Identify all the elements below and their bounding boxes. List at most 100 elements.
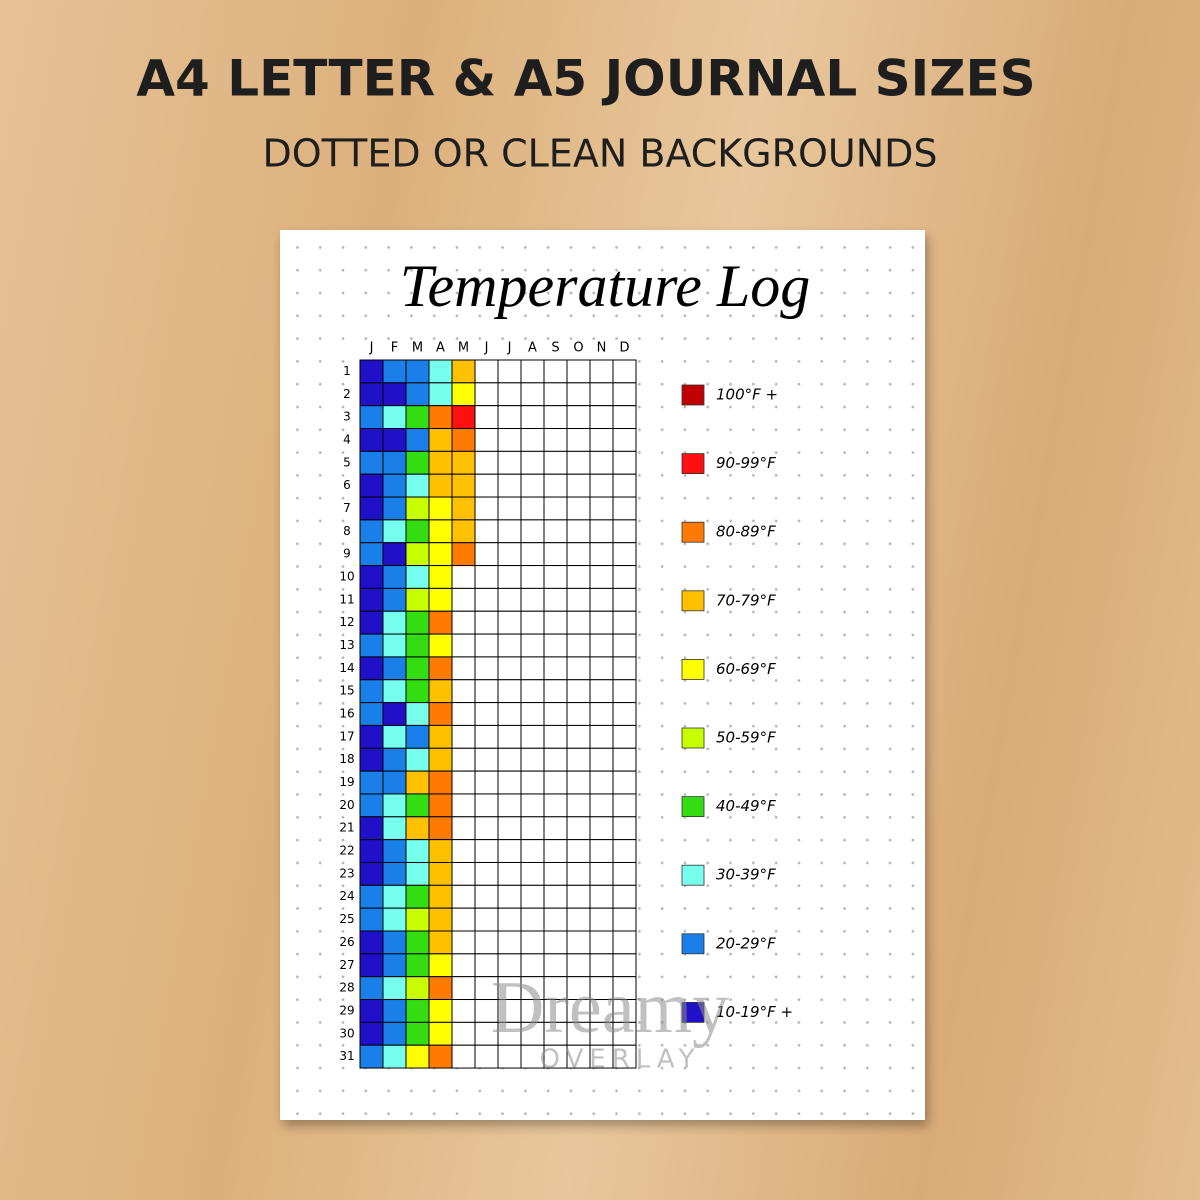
day-label: 28 xyxy=(339,981,354,995)
filled-cell xyxy=(428,976,453,1001)
empty-cell xyxy=(497,382,522,407)
empty-cell xyxy=(612,496,637,521)
empty-cell xyxy=(451,1021,476,1046)
filled-cell xyxy=(405,907,430,932)
empty-cell xyxy=(612,382,637,407)
filled-cell xyxy=(451,359,476,384)
filled-cell xyxy=(359,473,384,498)
filled-cell xyxy=(405,702,430,726)
empty-cell xyxy=(497,656,522,681)
month-label: S xyxy=(551,341,559,356)
month-label: M xyxy=(412,341,423,356)
empty-cell xyxy=(474,382,499,407)
filled-cell xyxy=(359,519,384,544)
filled-cell xyxy=(382,702,407,726)
filled-cell xyxy=(359,382,384,407)
filled-cell xyxy=(405,359,430,384)
empty-cell xyxy=(474,428,499,452)
empty-cell xyxy=(451,565,476,589)
filled-cell xyxy=(382,884,407,909)
filled-cell xyxy=(405,884,430,909)
filled-cell xyxy=(382,724,407,749)
filled-cell xyxy=(359,930,384,955)
day-label: 20 xyxy=(339,798,354,812)
day-label: 8 xyxy=(343,524,351,538)
empty-cell xyxy=(566,587,591,612)
filled-cell xyxy=(382,679,407,704)
filled-cell xyxy=(382,473,407,498)
empty-cell xyxy=(566,359,591,384)
empty-cell xyxy=(497,633,522,658)
empty-cell xyxy=(589,565,614,589)
empty-cell xyxy=(520,610,545,635)
empty-cell xyxy=(474,450,499,475)
empty-cell xyxy=(451,953,476,978)
empty-cell xyxy=(589,747,614,772)
empty-cell xyxy=(589,839,614,863)
month-label: J xyxy=(507,341,512,356)
empty-cell xyxy=(497,747,522,772)
empty-cell xyxy=(451,816,476,841)
empty-cell xyxy=(543,884,568,909)
empty-cell xyxy=(612,884,637,909)
filled-cell xyxy=(428,702,453,726)
empty-cell xyxy=(589,930,614,955)
empty-cell xyxy=(497,793,522,818)
month-label: A xyxy=(528,341,537,356)
empty-cell xyxy=(612,450,637,475)
empty-cell xyxy=(589,519,614,544)
legend-swatch xyxy=(681,590,705,612)
filled-cell xyxy=(382,907,407,932)
empty-cell xyxy=(520,770,545,795)
empty-cell xyxy=(566,679,591,704)
filled-cell xyxy=(382,656,407,681)
filled-cell xyxy=(428,999,453,1023)
empty-cell xyxy=(520,587,545,612)
filled-cell xyxy=(359,565,384,589)
filled-cell xyxy=(428,382,453,407)
filled-cell xyxy=(451,405,476,430)
empty-cell xyxy=(520,793,545,818)
empty-cell xyxy=(474,565,499,589)
filled-cell xyxy=(405,405,430,430)
empty-cell xyxy=(520,907,545,932)
filled-cell xyxy=(405,496,430,521)
empty-cell xyxy=(612,679,637,704)
empty-cell xyxy=(612,861,637,886)
empty-cell xyxy=(543,565,568,589)
filled-cell xyxy=(428,496,453,521)
day-label: 22 xyxy=(339,844,354,858)
legend-label: 70-79°F xyxy=(716,591,776,609)
empty-cell xyxy=(497,587,522,612)
month-label: J xyxy=(484,341,489,356)
empty-cell xyxy=(566,770,591,795)
empty-cell xyxy=(543,496,568,521)
filled-cell xyxy=(382,565,407,589)
empty-cell xyxy=(474,907,499,932)
filled-cell xyxy=(428,724,453,749)
empty-cell xyxy=(520,428,545,452)
filled-cell xyxy=(359,976,384,1001)
filled-cell xyxy=(428,907,453,932)
filled-cell xyxy=(382,861,407,886)
empty-cell xyxy=(520,884,545,909)
empty-cell xyxy=(497,359,522,384)
empty-cell xyxy=(566,747,591,772)
empty-cell xyxy=(612,633,637,658)
day-label: 5 xyxy=(343,455,351,469)
day-label: 23 xyxy=(339,866,354,880)
empty-cell xyxy=(497,428,522,452)
filled-cell xyxy=(405,519,430,544)
empty-cell xyxy=(589,473,614,498)
filled-cell xyxy=(382,587,407,612)
month-label: O xyxy=(573,341,583,356)
filled-cell xyxy=(405,793,430,818)
empty-cell xyxy=(566,724,591,749)
day-label: 7 xyxy=(343,501,351,515)
empty-cell xyxy=(451,884,476,909)
filled-cell xyxy=(359,656,384,681)
filled-cell xyxy=(359,770,384,795)
empty-cell xyxy=(451,724,476,749)
day-label: 31 xyxy=(339,1049,354,1063)
day-label: 3 xyxy=(343,410,351,424)
